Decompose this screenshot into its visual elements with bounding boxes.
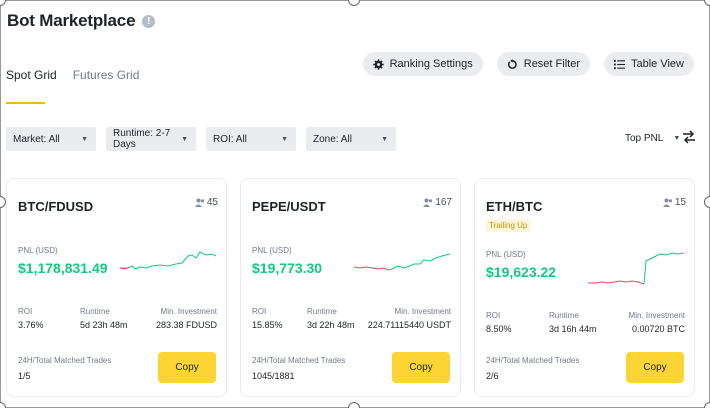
user-count: 15 [662, 197, 686, 208]
pnl-sparkline [354, 253, 450, 271]
matched-trades-label: 24H/Total Matched Trades [18, 356, 112, 365]
users-icon [423, 198, 433, 207]
roi-value: 8.50% [486, 324, 512, 334]
roi-filter[interactable]: ROI: All ▼ [206, 127, 296, 151]
matched-trades-label: 24H/Total Matched Trades [252, 356, 346, 365]
user-count: 45 [194, 197, 218, 208]
table-view-button[interactable]: Table View [604, 52, 694, 76]
ranking-settings-label: Ranking Settings [389, 58, 473, 70]
runtime-value: 3d 22h 48m [307, 320, 355, 330]
runtime-label: Runtime [80, 307, 110, 316]
resize-handle-middle-right[interactable] [704, 196, 710, 208]
runtime-label: Runtime [549, 311, 579, 320]
market-filter-label: Market: All [13, 133, 60, 145]
roi-value: 3.76% [18, 320, 44, 330]
caret-down-icon: ▼ [281, 135, 288, 143]
pnl-label: PNL (USD) [18, 246, 58, 255]
runtime-value: 5d 23h 48m [80, 320, 128, 330]
bot-card[interactable]: BTC/FDUSD 45 PNL (USD) $1,178,831.49 ROI… [6, 178, 227, 397]
gear-icon [372, 58, 384, 70]
bot-card[interactable]: PEPE/USDT 167 PNL (USD) $19,773.30 ROI 1… [240, 178, 461, 397]
user-count-value: 167 [435, 197, 452, 208]
bot-card[interactable]: ETH/BTC 15 Trailing Up PNL (USD) $19,623… [474, 178, 695, 397]
table-view-label: Table View [631, 58, 684, 70]
matched-trades-label: 24H/Total Matched Trades [486, 356, 580, 365]
strategy-tag: Trailing Up [486, 219, 531, 232]
caret-down-icon: ▼ [381, 135, 388, 143]
pnl-sparkline [588, 252, 684, 285]
toolbar: Ranking Settings Reset Filter Table View [362, 52, 694, 76]
zone-filter-label: Zone: All [313, 133, 352, 145]
sort-label: Top PNL [625, 133, 664, 144]
market-filter[interactable]: Market: All ▼ [6, 127, 96, 151]
caret-down-icon: ▼ [673, 135, 681, 142]
user-count-value: 15 [674, 197, 686, 208]
roi-filter-label: ROI: All [213, 133, 247, 145]
pnl-label: PNL (USD) [486, 250, 526, 259]
pnl-value: $19,623.22 [486, 264, 557, 280]
roi-label: ROI [486, 311, 501, 320]
pnl-sparkline [120, 251, 216, 270]
min-investment-value: 224.71115440 USDT [367, 320, 451, 330]
min-investment-label: Min. Investment [628, 311, 685, 320]
tab-spot-grid[interactable]: Spot Grid [6, 68, 57, 104]
min-investment-label: Min. Investment [394, 307, 451, 316]
ranking-settings-button[interactable]: Ranking Settings [362, 52, 483, 76]
sort-dropdown[interactable]: Top PNL ▼ [625, 133, 680, 144]
min-investment-value: 0.00720 BTC [631, 324, 685, 334]
header: Bot Marketplace ! [7, 11, 156, 31]
pair-name: BTC/FDUSD [18, 199, 94, 214]
min-investment-value: 283.38 FDUSD [155, 320, 217, 330]
reset-icon [507, 58, 517, 69]
runtime-filter-label: Runtime: 2-7 Days [113, 128, 171, 150]
reset-filter-label: Reset Filter [523, 58, 580, 70]
filter-bar: Market: All ▼ Runtime: 2-7 Days ▼ ROI: A… [6, 127, 396, 151]
users-icon [194, 198, 204, 207]
matched-trades-value: 1/5 [18, 371, 31, 381]
min-investment-label: Min. Investment [160, 307, 217, 316]
matched-trades-value: 2/6 [486, 371, 499, 381]
resize-handle-bottom-center[interactable] [348, 402, 360, 408]
resize-handle-bottom-left[interactable] [0, 402, 6, 408]
copy-button[interactable]: Copy [158, 352, 216, 383]
caret-down-icon: ▼ [181, 135, 188, 143]
user-count: 167 [423, 197, 452, 208]
user-count-value: 45 [206, 197, 218, 208]
info-icon[interactable]: ! [142, 14, 156, 28]
reset-filter-button[interactable]: Reset Filter [496, 52, 590, 76]
roi-value: 15.85% [252, 320, 283, 330]
pnl-value: $1,178,831.49 [18, 260, 108, 276]
zone-filter[interactable]: Zone: All ▼ [306, 127, 396, 151]
runtime-label: Runtime [307, 307, 337, 316]
runtime-filter[interactable]: Runtime: 2-7 Days ▼ [106, 127, 196, 151]
caret-down-icon: ▼ [81, 135, 88, 143]
resize-handle-bottom-right[interactable] [704, 402, 710, 408]
runtime-value: 3d 16h 44m [549, 324, 597, 334]
list-icon [614, 59, 625, 69]
resize-handle-top-right[interactable] [704, 0, 710, 6]
roi-label: ROI [252, 307, 267, 316]
pnl-value: $19,773.30 [252, 260, 323, 276]
pair-name: ETH/BTC [486, 199, 543, 214]
matched-trades-value: 1045/1881 [252, 371, 295, 381]
copy-button[interactable]: Copy [626, 352, 684, 383]
roi-label: ROI [18, 307, 33, 316]
tab-bar: Spot Grid Futures Grid [6, 68, 155, 104]
users-icon [662, 198, 672, 207]
sort-toggle-icon[interactable] [683, 130, 695, 144]
pair-name: PEPE/USDT [252, 199, 326, 214]
tab-futures-grid[interactable]: Futures Grid [72, 68, 140, 82]
pnl-label: PNL (USD) [252, 246, 292, 255]
page-title: Bot Marketplace [7, 11, 136, 30]
copy-button[interactable]: Copy [392, 352, 450, 383]
